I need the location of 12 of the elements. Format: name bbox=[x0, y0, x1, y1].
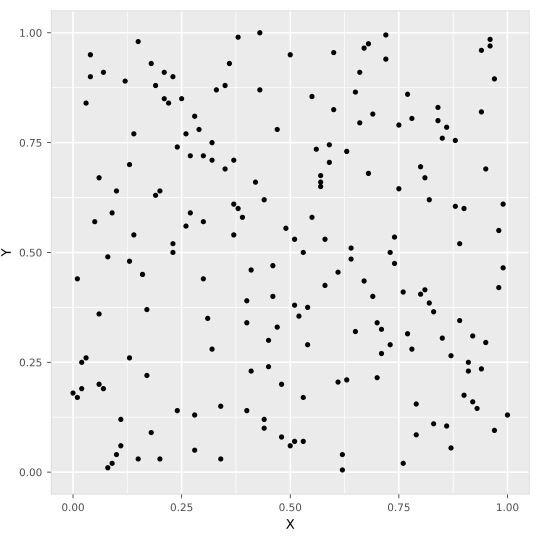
x-tick-label: 0.25 bbox=[170, 503, 192, 512]
y-tick-label: 1.00 bbox=[20, 28, 42, 37]
y-axis-title: Y bbox=[1, 248, 11, 257]
y-tick-label: 0.00 bbox=[20, 468, 42, 476]
x-tick-label: 0.50 bbox=[279, 503, 302, 512]
x-tick-label: 0.00 bbox=[62, 503, 84, 512]
y-tick-label: 0.75 bbox=[20, 138, 42, 147]
x-tick-label: 1.00 bbox=[497, 503, 518, 512]
y-tick-label: 0.50 bbox=[20, 248, 42, 257]
y-tick-label: 0.25 bbox=[20, 358, 42, 366]
x-tick-label: 0.75 bbox=[388, 503, 410, 512]
x-axis-title: X bbox=[286, 519, 294, 529]
